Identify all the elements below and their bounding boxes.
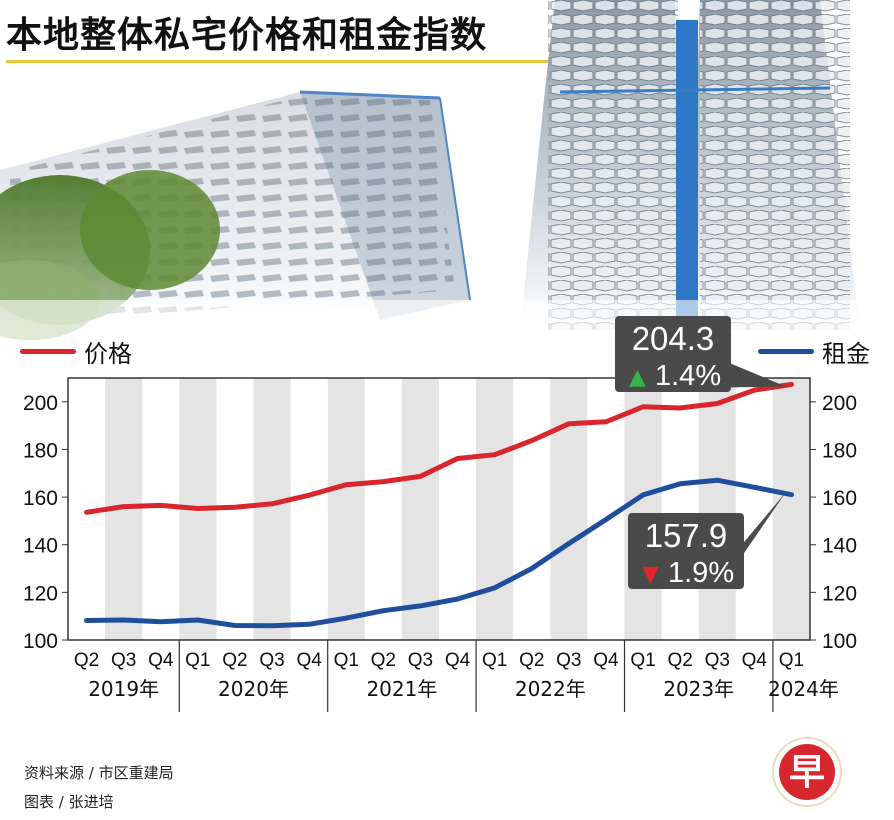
- y-tick-label-left: 200: [23, 392, 58, 415]
- x-tick-label: Q4: [296, 650, 322, 671]
- x-tick-label: Q4: [593, 650, 619, 671]
- price-line: [84, 381, 794, 515]
- x-tick-label: Q1: [334, 650, 359, 671]
- y-tick-label-right: 120: [822, 582, 857, 605]
- legend-rent: 租金: [758, 334, 870, 369]
- y-tick-label-left: 140: [23, 535, 58, 558]
- year-label: 2022年: [515, 677, 586, 701]
- quarter-band: [327, 378, 365, 640]
- x-tick-label: Q3: [111, 650, 136, 671]
- y-tick-label-right: 160: [822, 487, 857, 510]
- x-tick-label: Q2: [667, 650, 692, 671]
- x-tick-label: Q3: [556, 650, 581, 671]
- price-callout-change: 1.4%: [655, 360, 721, 392]
- rent-callout-change: 1.9%: [668, 557, 734, 589]
- year-label: 2021年: [366, 677, 437, 701]
- year-label: 2023年: [663, 677, 734, 701]
- legend-rent-label: 租金: [822, 340, 870, 368]
- chart-title: 本地整体私宅价格和租金指数: [6, 15, 488, 56]
- price-callout-value: 204.3: [632, 320, 715, 357]
- x-tick-label: Q1: [185, 650, 210, 671]
- quarter-band: [253, 378, 291, 640]
- rent-callout-value: 157.9: [645, 517, 728, 554]
- x-tick-label: Q4: [742, 650, 768, 671]
- quarter-band: [624, 378, 662, 640]
- building-photo: [0, 0, 894, 340]
- logo-ring: [772, 737, 842, 807]
- price-callout-box: [615, 316, 731, 392]
- source-note: 资料来源 / 市区重建局: [24, 764, 174, 782]
- rent-callout-pointer: [708, 492, 786, 585]
- quarter-band: [772, 378, 810, 640]
- credit-note: 图表 / 张进培: [24, 793, 114, 811]
- x-tick-label: Q2: [222, 650, 247, 671]
- x-tick-label: Q2: [519, 650, 544, 671]
- year-label: 2020年: [218, 677, 289, 701]
- year-label: 2019年: [88, 677, 159, 701]
- rent-callout-box: [628, 513, 744, 589]
- quarter-band: [550, 378, 588, 640]
- x-tick-label: Q2: [371, 650, 396, 671]
- y-tick-label-left: 180: [23, 439, 58, 462]
- price-callout-arrow: ▲: [629, 365, 646, 390]
- x-tick-label: Q4: [445, 650, 471, 671]
- y-tick-label-right: 140: [822, 535, 857, 558]
- legend-price-label: 价格: [84, 340, 132, 368]
- x-tick-label: Q3: [408, 650, 433, 671]
- x-tick-label: Q1: [779, 650, 804, 671]
- legend-price: 价格: [20, 334, 132, 369]
- x-tick-label: Q2: [74, 650, 99, 671]
- y-tick-label-left: 120: [23, 582, 58, 605]
- y-tick-label-right: 200: [822, 392, 857, 415]
- y-tick-label-right: 180: [822, 439, 857, 462]
- x-tick-label: Q3: [705, 650, 730, 671]
- rent-line: [84, 477, 794, 629]
- y-tick-label-left: 160: [23, 487, 58, 510]
- year-label: 2024年: [768, 677, 839, 701]
- quarter-band: [698, 378, 736, 640]
- legend-price-swatch: [20, 349, 76, 354]
- y-tick-label-right: 100: [822, 630, 857, 653]
- x-tick-label: Q1: [630, 650, 655, 671]
- x-tick-label: Q4: [148, 650, 174, 671]
- plot-frame: [67, 377, 811, 641]
- zaobao-logo: 早: [779, 744, 835, 800]
- legend-rent-swatch: [758, 349, 814, 354]
- rent-callout-arrow: ▼: [642, 562, 659, 587]
- x-tick-label: Q1: [482, 650, 507, 671]
- title-underline: [6, 60, 554, 63]
- quarter-band: [401, 378, 439, 640]
- x-tick-label: Q3: [259, 650, 284, 671]
- y-tick-label-left: 100: [23, 630, 58, 653]
- quarter-band: [476, 378, 514, 640]
